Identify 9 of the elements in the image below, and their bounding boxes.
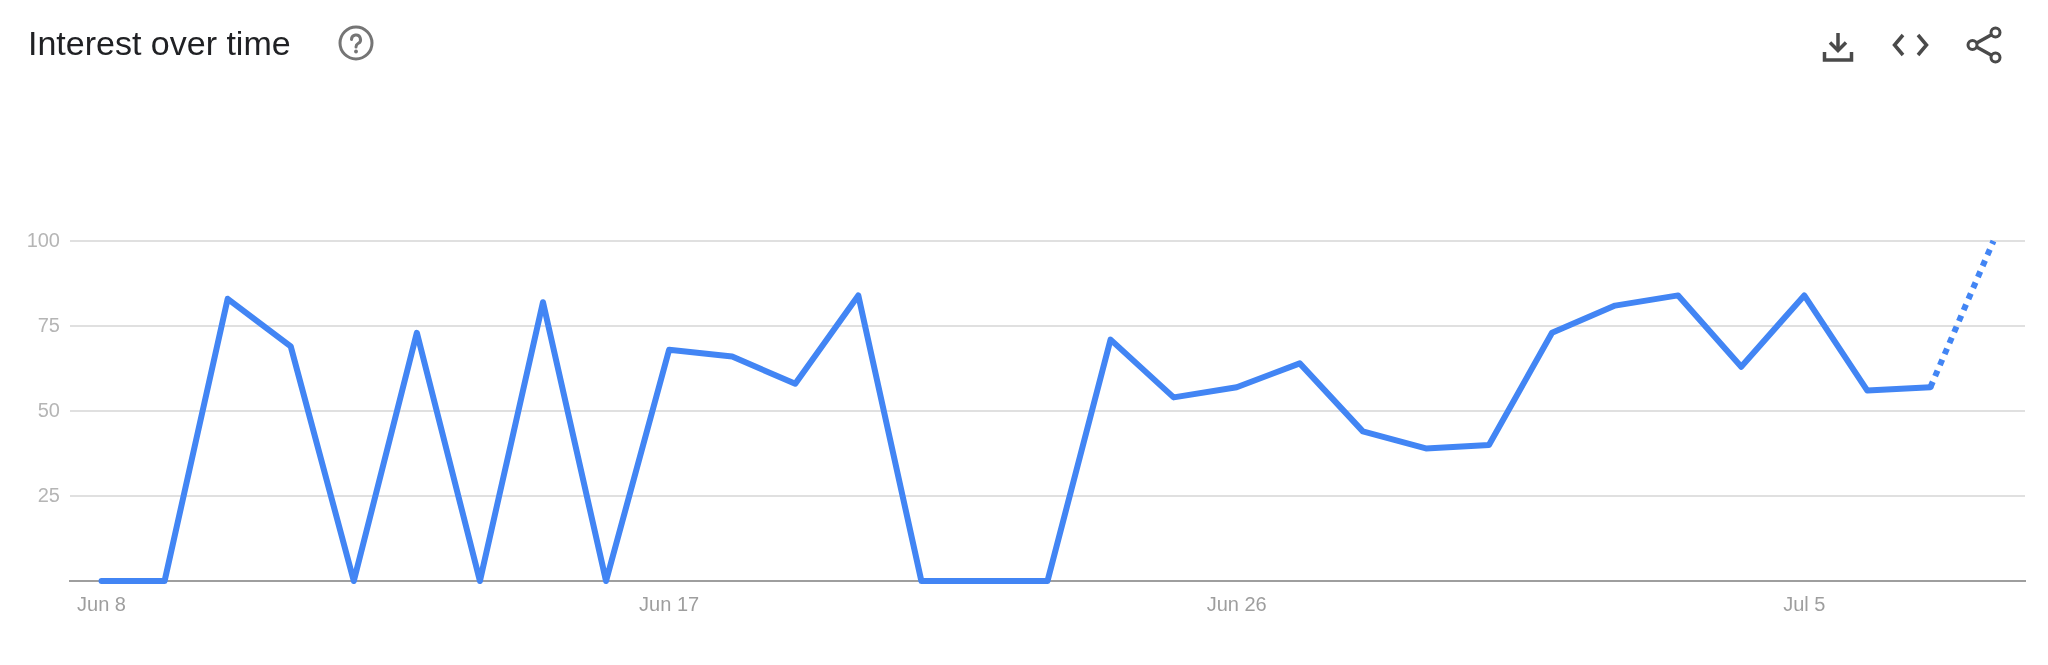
x-tick-label: Jun 8	[77, 592, 126, 615]
y-tick-label: 75	[37, 313, 60, 336]
y-tick-label: 100	[26, 228, 60, 251]
x-tick-label: Jun 17	[639, 592, 700, 615]
y-tick-label: 50	[37, 398, 60, 421]
x-tick-label: Jun 26	[1206, 592, 1267, 615]
x-tick-label: Jul 5	[1783, 592, 1826, 615]
y-tick-label: 25	[37, 483, 60, 506]
chart-title: Interest over time	[28, 23, 291, 64]
